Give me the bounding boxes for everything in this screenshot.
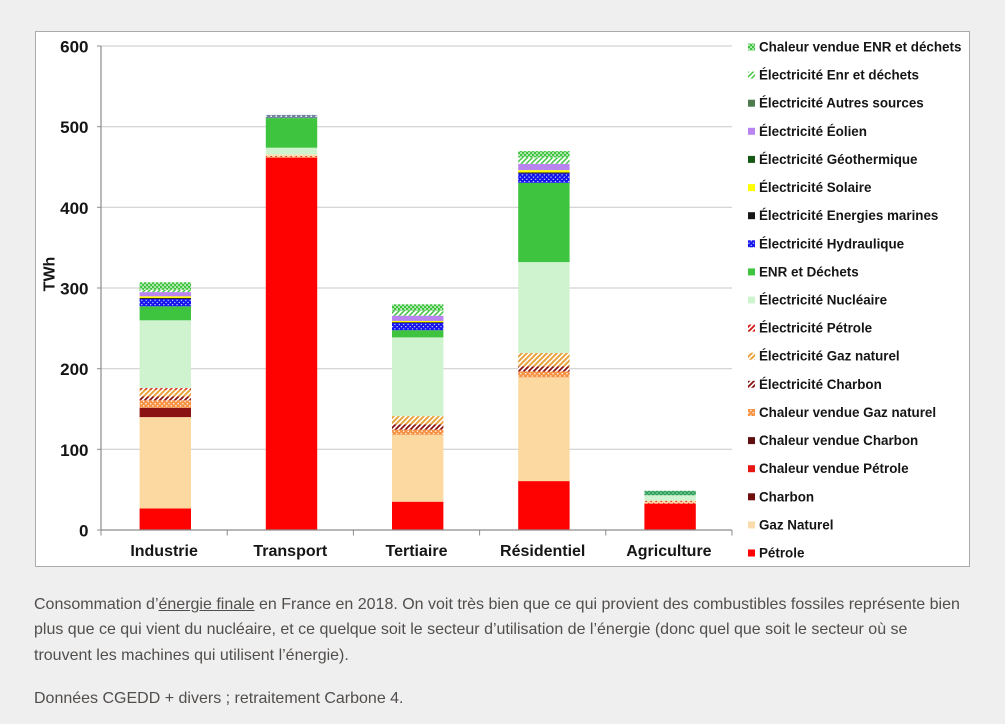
svg-text:Pétrole: Pétrole [759,546,804,561]
svg-text:Industrie: Industrie [130,543,198,560]
svg-text:Chaleur vendue Pétrole: Chaleur vendue Pétrole [759,461,909,476]
svg-text:Charbon: Charbon [759,489,814,504]
svg-text:Transport: Transport [253,543,327,560]
svg-text:Électricité Solaire: Électricité Solaire [759,180,871,195]
svg-text:0: 0 [79,522,88,541]
svg-text:600: 600 [60,38,88,57]
svg-text:300: 300 [60,280,88,299]
svg-text:200: 200 [60,360,88,379]
svg-text:Tertiaire: Tertiaire [386,543,448,560]
svg-text:Agriculture: Agriculture [626,543,711,560]
svg-text:Électricité Pétrole: Électricité Pétrole [759,321,872,336]
svg-text:ENR et Déchets: ENR et Déchets [759,264,859,279]
svg-text:Électricité Autres sources: Électricité Autres sources [759,96,924,111]
svg-text:Électricité Charbon: Électricité Charbon [759,377,882,392]
svg-text:Électricité Géothermique: Électricité Géothermique [759,152,918,167]
svg-text:Chaleur vendue ENR et déchets: Chaleur vendue ENR et déchets [759,40,961,55]
svg-text:Résidentiel: Résidentiel [500,543,585,560]
svg-text:400: 400 [60,199,88,218]
svg-text:Chaleur vendue Charbon: Chaleur vendue Charbon [759,433,918,448]
svg-text:Électricité Gaz naturel: Électricité Gaz naturel [759,349,900,364]
svg-text:Chaleur vendue Gaz naturel: Chaleur vendue Gaz naturel [759,405,936,420]
svg-text:Électricité Éolien: Électricité Éolien [759,124,867,139]
svg-text:100: 100 [60,441,88,460]
svg-text:Électricité Enr et déchets: Électricité Enr et déchets [759,68,919,83]
svg-text:Électricité Nucléaire: Électricité Nucléaire [759,293,887,308]
svg-text:500: 500 [60,118,88,137]
svg-text:Électricité Hydraulique: Électricité Hydraulique [759,236,904,251]
svg-text:TWh: TWh [42,257,59,292]
svg-text:Électricité Energies marines: Électricité Energies marines [759,208,938,223]
svg-text:Gaz Naturel: Gaz Naturel [759,517,833,532]
